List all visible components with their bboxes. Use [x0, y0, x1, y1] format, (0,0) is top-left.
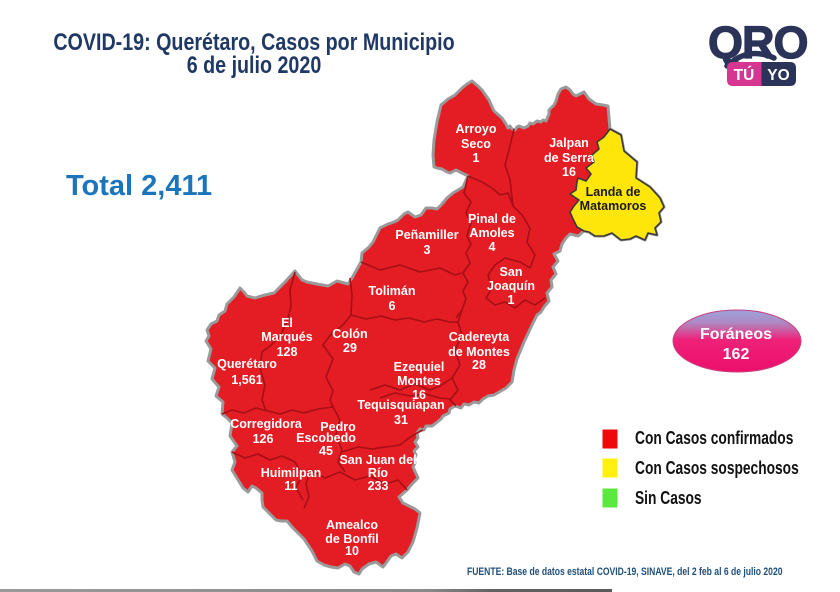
svg-text:31: 31: [394, 413, 408, 427]
svg-text:Ezequiel: Ezequiel: [394, 360, 445, 374]
svg-text:Huimilpan: Huimilpan: [261, 466, 321, 480]
svg-text:233: 233: [368, 479, 389, 493]
svg-text:El: El: [281, 316, 293, 330]
svg-text:Arroyo: Arroyo: [456, 122, 497, 136]
svg-text:Seco: Seco: [461, 137, 491, 151]
svg-text:Cadereyta: Cadereyta: [449, 330, 510, 344]
svg-text:Jalpan: Jalpan: [549, 136, 589, 150]
svg-text:Foráneos: Foráneos: [700, 326, 772, 343]
svg-text:Montes: Montes: [397, 374, 441, 388]
svg-text:6: 6: [389, 299, 396, 313]
svg-text:Peñamiller: Peñamiller: [395, 228, 458, 242]
svg-text:YO: YO: [767, 67, 789, 84]
svg-text:Amealco: Amealco: [326, 518, 378, 532]
svg-text:162: 162: [723, 346, 750, 363]
svg-text:1: 1: [508, 293, 515, 307]
svg-text:128: 128: [277, 345, 298, 359]
svg-text:126: 126: [253, 432, 274, 446]
svg-text:Querétaro: Querétaro: [217, 357, 277, 371]
svg-text:de Montes: de Montes: [448, 345, 510, 359]
svg-text:11: 11: [284, 479, 297, 493]
svg-text:1,561: 1,561: [231, 373, 262, 387]
svg-text:45: 45: [319, 444, 333, 458]
svg-text:Amoles: Amoles: [469, 226, 514, 240]
svg-text:Escobedo: Escobedo: [296, 431, 356, 445]
svg-text:1: 1: [473, 151, 480, 165]
svg-text:Matamoros: Matamoros: [580, 199, 647, 213]
svg-text:de Serra: de Serra: [544, 151, 595, 165]
svg-text:29: 29: [343, 341, 357, 355]
svg-text:10: 10: [345, 544, 359, 558]
svg-text:San Juan del: San Juan del: [339, 453, 416, 467]
svg-text:16: 16: [562, 165, 576, 179]
svg-text:QRO: QRO: [708, 17, 808, 68]
svg-text:16: 16: [412, 388, 426, 402]
svg-text:San: San: [500, 265, 523, 279]
svg-text:Pedro: Pedro: [320, 420, 356, 434]
svg-text:Marqués: Marqués: [261, 330, 312, 344]
svg-text:Tolimán: Tolimán: [369, 284, 416, 298]
svg-text:Colón: Colón: [332, 327, 367, 341]
svg-text:Corregidora: Corregidora: [230, 417, 303, 431]
svg-text:Río: Río: [368, 466, 389, 480]
svg-text:TÚ: TÚ: [734, 66, 755, 84]
svg-text:4: 4: [489, 240, 496, 254]
svg-text:Landa de: Landa de: [586, 185, 641, 199]
svg-text:28: 28: [472, 358, 486, 372]
svg-text:Pinal de: Pinal de: [468, 212, 516, 226]
svg-text:Joaquín: Joaquín: [487, 279, 535, 293]
svg-text:3: 3: [424, 243, 431, 257]
svg-text:Tequisquiapan: Tequisquiapan: [357, 398, 444, 412]
svg-text:de Bonfil: de Bonfil: [325, 532, 378, 546]
